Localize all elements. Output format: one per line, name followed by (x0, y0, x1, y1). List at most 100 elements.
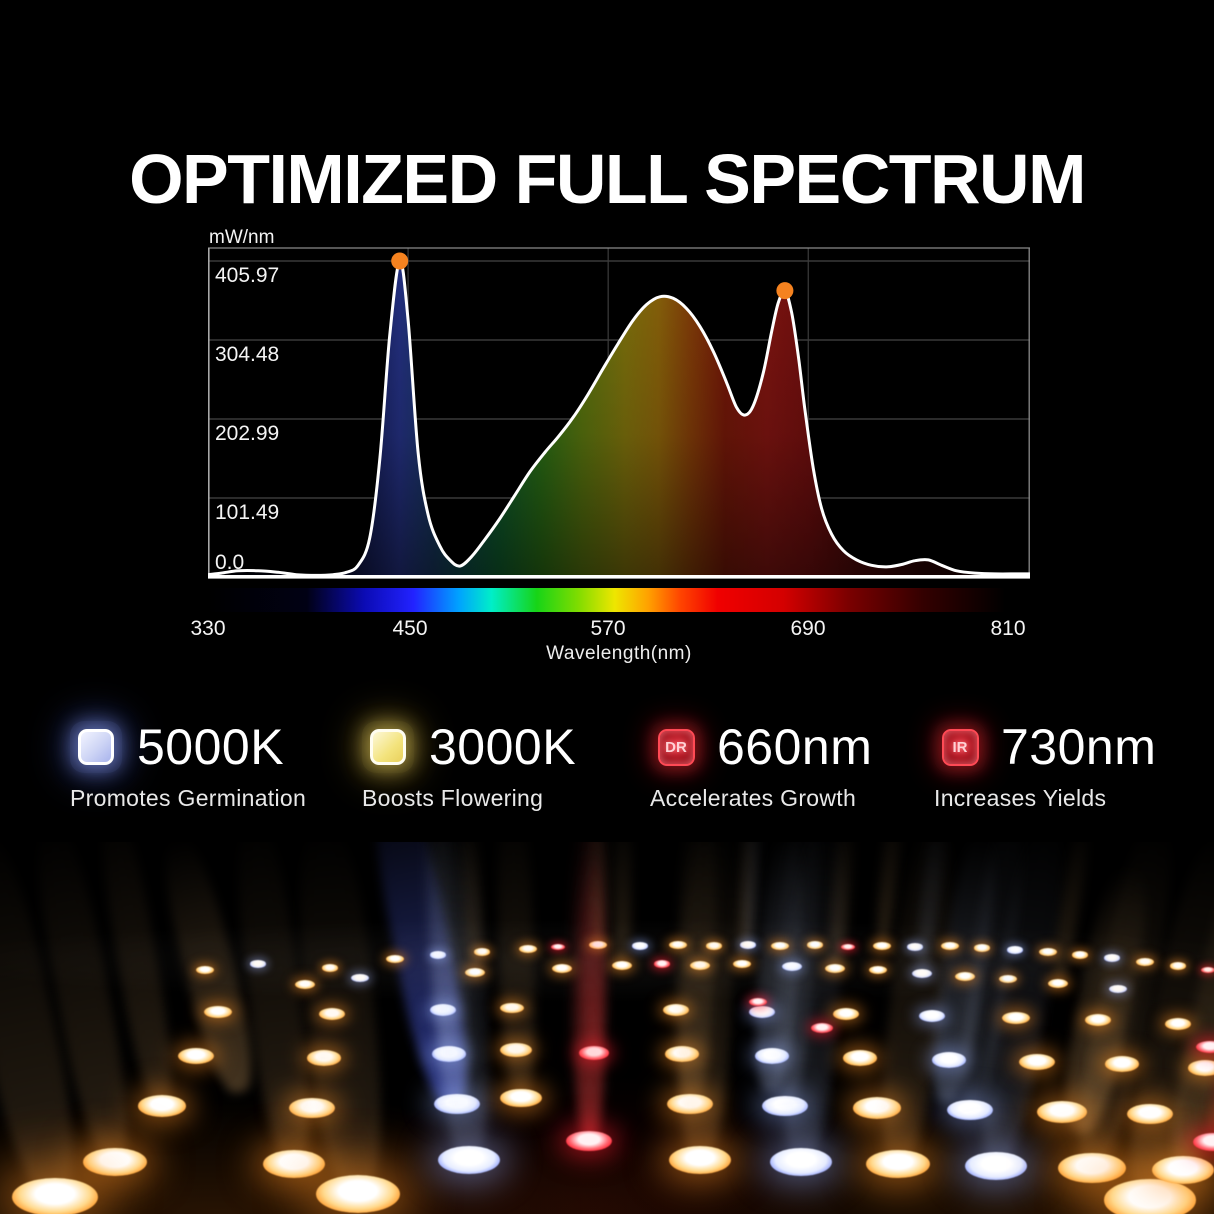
led (1165, 1018, 1191, 1030)
led (1136, 957, 1154, 967)
led (434, 1093, 480, 1115)
led (589, 940, 607, 950)
x-axis-baseline (208, 575, 1030, 579)
led (1085, 1014, 1111, 1026)
y-tick-label: 304.48 (215, 343, 280, 366)
led (1104, 954, 1120, 962)
spectrum-plot-area (206, 247, 1032, 583)
led (500, 1002, 524, 1014)
led (319, 1008, 345, 1020)
led (612, 960, 632, 970)
legend-item-730nm: IR 730nm Increases Yields (934, 718, 1156, 812)
x-tick-label: 450 (392, 617, 428, 640)
led (196, 965, 214, 975)
led (430, 951, 446, 959)
spectrum-curve (206, 259, 1032, 577)
led (669, 1146, 731, 1174)
y-tick-label: 0.0 (215, 551, 245, 574)
led (974, 944, 990, 952)
y-tick-label: 101.49 (215, 501, 280, 524)
legend-desc: Accelerates Growth (650, 785, 857, 811)
led (762, 1095, 808, 1117)
led (733, 959, 751, 969)
legend-desc: Increases Yields (934, 785, 1107, 811)
led (178, 1047, 214, 1065)
x-tick-label: 690 (790, 617, 826, 640)
led (947, 1099, 993, 1121)
wavelength-colorbar (208, 588, 1030, 612)
legend-desc: Promotes Germination (70, 785, 307, 811)
led (632, 942, 648, 950)
led (1193, 1133, 1214, 1151)
led (1170, 962, 1186, 970)
led (841, 943, 855, 951)
led (873, 941, 891, 951)
led (869, 965, 887, 975)
led (807, 941, 823, 949)
legend-label: 660nm (717, 719, 873, 775)
led (1201, 966, 1214, 974)
legend-item-660nm: DR 660nm Accelerates Growth (650, 718, 872, 812)
led (866, 1149, 930, 1179)
legend-desc: Boosts Flowering (362, 785, 544, 811)
led (500, 1042, 532, 1058)
led (667, 1093, 713, 1115)
x-tick-label: 330 (190, 617, 226, 640)
led (83, 1147, 147, 1177)
led (551, 943, 565, 951)
led (755, 1048, 789, 1064)
led (1019, 1053, 1055, 1071)
led (430, 1004, 456, 1016)
led (138, 1095, 186, 1117)
led (1002, 1011, 1030, 1025)
led (965, 1152, 1027, 1180)
led (1072, 951, 1088, 959)
led (1127, 1103, 1173, 1125)
led (316, 1175, 400, 1213)
y-axis-title: mW/nm (209, 227, 275, 248)
led (665, 1046, 699, 1062)
led (500, 1088, 542, 1108)
led (955, 971, 975, 981)
led (907, 943, 923, 951)
led (919, 1010, 945, 1022)
x-axis-title: Wavelength(nm) (546, 643, 692, 664)
led (782, 961, 802, 971)
led (853, 1097, 901, 1119)
led (912, 968, 932, 978)
led (843, 1050, 877, 1066)
led (825, 963, 845, 973)
light-beam (577, 852, 603, 1142)
led (552, 963, 572, 973)
led-chip-face: IR (941, 728, 979, 766)
led-board-ambient-glow (0, 842, 1214, 1214)
led (386, 954, 404, 964)
led (1048, 978, 1068, 988)
peak-marker (776, 282, 794, 300)
led-chip-5000k-icon (70, 721, 122, 773)
led-chip-face (370, 729, 406, 765)
led (289, 1097, 335, 1119)
legend-label: 3000K (429, 719, 577, 775)
led (1152, 1156, 1214, 1184)
led (1105, 1056, 1139, 1072)
led (811, 1023, 833, 1033)
page-title: OPTIMIZED FULL SPECTRUM (129, 139, 1086, 218)
led (1058, 1152, 1126, 1184)
led (669, 940, 687, 950)
photo-top-fade (0, 842, 1214, 868)
legend-label: 730nm (1001, 719, 1157, 775)
led (654, 960, 670, 968)
led (465, 967, 485, 977)
led (438, 1146, 500, 1174)
peak-marker (391, 252, 409, 270)
led (941, 941, 959, 951)
led (740, 941, 756, 949)
light-beam (569, 842, 608, 1142)
led (566, 1130, 612, 1152)
led (749, 1006, 775, 1018)
led (932, 1052, 966, 1068)
spectrum-chart: mW/nm 405.97 304.48 202.99 101.49 0.0 33… (190, 227, 1032, 677)
led (663, 1004, 689, 1016)
led (474, 948, 490, 956)
